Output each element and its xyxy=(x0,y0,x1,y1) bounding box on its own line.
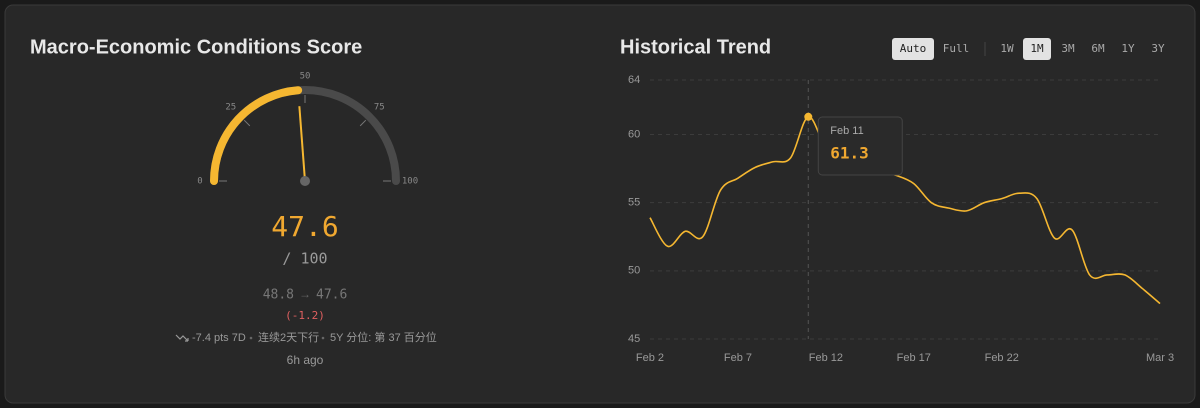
gauge-tick xyxy=(243,119,251,127)
tooltip xyxy=(817,116,903,176)
gauge-tick-label: 25 xyxy=(225,102,236,112)
control-button[interactable]: 6M xyxy=(1091,42,1105,55)
stat-text: 连续2天下行 xyxy=(258,330,319,344)
y-tick-label: 64 xyxy=(628,74,640,86)
gauge-tick xyxy=(359,119,367,127)
control-button[interactable]: Auto xyxy=(900,42,927,55)
gauge-value: 47.6 xyxy=(271,210,338,243)
gauge-tick-label: 0 xyxy=(197,177,202,187)
gauge-value-arc xyxy=(210,86,303,185)
trend-title: Historical Trend xyxy=(620,36,771,58)
y-tick-label: 45 xyxy=(628,333,640,345)
gauge-tick-label: 50 xyxy=(300,72,311,82)
change-arrow: → xyxy=(299,287,311,301)
x-tick-label: Feb 7 xyxy=(724,352,752,364)
x-tick-label: Feb 12 xyxy=(809,352,843,364)
x-tick-label: Feb 22 xyxy=(985,352,1019,364)
trend-icon xyxy=(175,334,189,342)
gauge-needle xyxy=(298,106,306,182)
y-tick-label: 60 xyxy=(628,128,640,140)
control-active-bg xyxy=(1023,38,1051,60)
tooltip-date: Feb 11 xyxy=(830,125,863,137)
control-button[interactable]: 1Y xyxy=(1121,42,1135,55)
y-tick-label: 50 xyxy=(628,265,640,277)
control-active-bg xyxy=(892,38,934,60)
control-button[interactable]: 1M xyxy=(1030,42,1044,55)
change-value: (-1.2) xyxy=(285,309,325,322)
separator-dot xyxy=(321,336,325,340)
trend-line xyxy=(649,116,1161,305)
x-tick-label: Mar 3 xyxy=(1146,352,1174,364)
gauge-tick-label: 100 xyxy=(402,177,418,187)
hover-point xyxy=(804,112,813,121)
control-button[interactable]: 3Y xyxy=(1151,42,1165,55)
previous-value: 48.8 xyxy=(263,288,294,303)
x-tick-label: Feb 17 xyxy=(897,352,931,364)
control-button[interactable]: 1W xyxy=(1000,42,1014,55)
x-tick-label: Feb 2 xyxy=(636,352,664,364)
gauge-tick-label: 75 xyxy=(374,102,385,112)
control-button[interactable]: Full xyxy=(943,42,970,55)
separator-dot xyxy=(249,336,253,340)
current-value: 47.6 xyxy=(316,288,347,303)
gauge-title: Macro-Economic Conditions Score xyxy=(30,36,362,58)
control-button[interactable]: 3M xyxy=(1061,42,1075,55)
stat-text: -7.4 pts 7D xyxy=(192,332,246,344)
y-tick-label: 55 xyxy=(628,197,640,209)
updated-time: 6h ago xyxy=(287,353,324,367)
gauge-max: / 100 xyxy=(282,250,327,268)
gauge-hub xyxy=(300,176,310,186)
tooltip-value: 61.3 xyxy=(830,144,869,163)
stat-text: 5Y 分位: 第 37 百分位 xyxy=(330,330,437,344)
panel xyxy=(4,4,1196,404)
